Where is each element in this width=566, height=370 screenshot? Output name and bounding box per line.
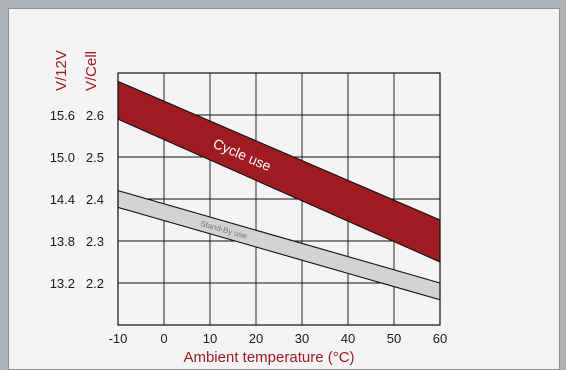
y-tick-label-12v: 14.4 [50,192,75,207]
y-tick-label-cell: 2.2 [86,276,104,291]
chart-panel: -10 0 10 20 30 40 50 60 15.6 15.0 14.4 13.8 13.2 2.… [8,8,560,370]
y-tick-labels-cell: 2.6 2.5 2.4 2.3 2.2 [86,108,104,291]
bands [117,80,441,301]
cycle-use-band [117,80,441,263]
x-tick-label: -10 [109,331,128,346]
y-axis-label-12v: V/12V [53,50,70,91]
y-tick-label-cell: 2.4 [86,192,104,207]
x-tick-label: 60 [433,331,447,346]
plot-border [117,72,441,326]
x-tick-label: 10 [203,331,217,346]
y-tick-label-cell: 2.6 [86,108,104,123]
x-tick-label: 40 [341,331,355,346]
y-tick-label-12v: 15.6 [50,108,75,123]
y-tick-label-cell: 2.3 [86,234,104,249]
y-tick-label-12v: 15.0 [50,150,75,165]
x-tick-label: 0 [160,331,167,346]
x-tick-label: 20 [249,331,263,346]
y-axis-label-cell: V/Cell [83,51,100,91]
x-tick-labels: -10 0 10 20 30 40 50 60 [109,331,448,346]
x-tick-label: 30 [295,331,309,346]
x-tick-label: 50 [387,331,401,346]
y-tick-label-cell: 2.5 [86,150,104,165]
y-tick-labels-12v: 15.6 15.0 14.4 13.8 13.2 [50,108,75,291]
band-chart: -10 0 10 20 30 40 50 60 15.6 15.0 14.4 13.8 13.2 2.… [50,50,448,366]
y-tick-label-12v: 13.2 [50,276,75,291]
y-tick-label-12v: 13.8 [50,234,75,249]
